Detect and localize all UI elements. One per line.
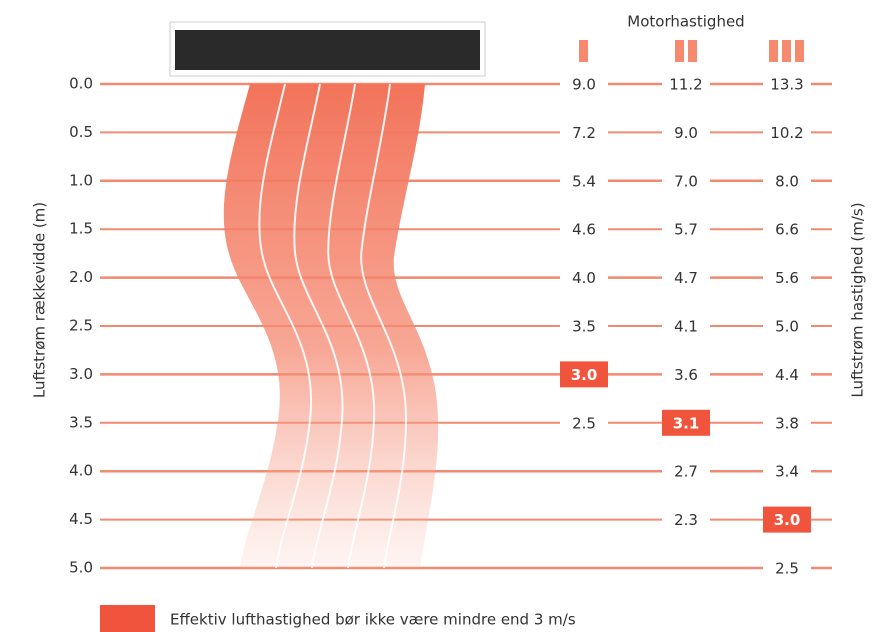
label-gap [662,458,710,485]
highlight-box [662,409,710,436]
label-gap [763,264,811,291]
speed-label: 4.6 [572,221,596,239]
highlight-speed: 3.0 [571,366,598,384]
speed-label: 2.5 [572,414,596,432]
speed-label: 5.0 [775,318,799,336]
highlight-box [763,506,811,533]
distance-label: 0.0 [69,75,93,93]
airflow [223,84,439,568]
label-gap [662,71,710,97]
speed-label: 7.2 [572,124,596,142]
speed-label: 10.2 [770,124,803,142]
label-gap [763,216,811,243]
label-gap [763,409,811,436]
label-gap [560,313,608,339]
left-axis-label: Luftstrøm rækkevidde (m) [31,202,49,398]
label-gap [560,167,608,194]
distance-label: 2.0 [69,268,93,286]
motor-icons [579,40,804,62]
speed-label: 4.4 [775,366,799,384]
speed-label: 11.2 [669,76,702,94]
speed-label: 5.6 [775,269,799,287]
label-gap [763,71,811,97]
speed-label: 9.0 [572,76,596,94]
label-gap [560,264,608,291]
speed-label: 4.0 [572,269,596,287]
right-axis-label: Luftstrøm hastighed (m/s) [849,202,867,397]
label-gap [662,264,710,291]
speed-label: 2.7 [674,463,698,481]
speed-label: 8.0 [775,172,799,190]
distance-label: 3.0 [69,365,93,383]
speed-label: 2.5 [775,560,799,578]
speed-label: 3.6 [674,366,698,384]
label-gap [763,313,811,339]
label-gap [560,119,608,146]
airflow-streak [327,83,376,569]
highlight-speed: 3.1 [673,414,700,432]
heater-grille [175,30,480,70]
highlight-speed: 3.0 [774,511,801,529]
speed-label: 2.3 [674,511,698,529]
distance-label: 2.5 [69,317,93,335]
airflow-streak [258,83,313,569]
label-gap [560,71,608,97]
label-gap [662,506,710,533]
airflow-streak [360,83,408,569]
label-gap [560,409,608,436]
highlight-box [560,361,608,388]
distance-label: 1.5 [69,220,93,238]
label-gap [763,119,811,146]
label-gap [662,216,710,243]
label-gap [763,555,811,581]
speed-label: 3.4 [775,463,799,481]
speed-label: 7.0 [674,172,698,190]
label-gap [763,458,811,485]
distance-label: 1.0 [69,171,93,189]
motor-label: Motorhastighed [627,13,744,31]
legend-text: Effektiv lufthastighed bør ikke være min… [170,611,576,629]
speed-label: 5.7 [674,221,698,239]
label-gap [662,361,710,388]
airflow-streak [293,83,344,569]
speed-label: 5.4 [572,172,596,190]
speed-label: 13.3 [770,76,803,94]
speed-label: 3.5 [572,318,596,336]
label-gap [763,361,811,388]
distance-label: 3.5 [69,413,93,431]
distance-label: 4.0 [69,462,93,480]
distance-label: 5.0 [69,559,93,577]
legend-swatch [100,605,155,632]
speed-label: 4.7 [674,269,698,287]
label-gap [560,216,608,243]
label-gap [662,119,710,146]
label-gap [662,313,710,339]
speed-label: 3.8 [775,414,799,432]
distance-label: 4.5 [69,510,93,528]
speed-label: 6.6 [775,221,799,239]
speed-label: 4.1 [674,318,698,336]
distance-label: 0.5 [69,123,93,141]
label-gap [662,167,710,194]
speed-label: 9.0 [674,124,698,142]
label-gap [763,167,811,194]
